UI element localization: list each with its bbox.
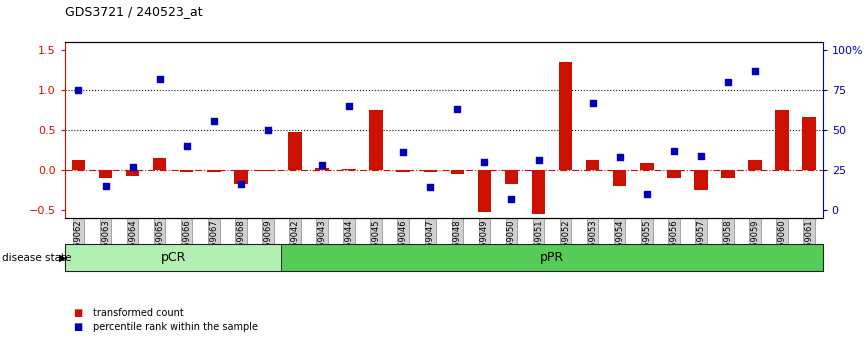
Text: transformed count: transformed count xyxy=(93,308,184,318)
Bar xyxy=(315,169,329,170)
Bar xyxy=(613,170,626,186)
Bar xyxy=(586,160,599,170)
Text: pPR: pPR xyxy=(540,251,564,264)
Point xyxy=(126,164,139,170)
Bar xyxy=(281,244,823,271)
Text: pCR: pCR xyxy=(160,251,186,264)
Point xyxy=(748,68,762,74)
Bar xyxy=(342,169,356,170)
Bar xyxy=(370,110,383,170)
Bar xyxy=(803,116,816,170)
Point xyxy=(450,107,464,112)
Point xyxy=(207,118,221,124)
Point xyxy=(585,100,599,106)
Bar xyxy=(207,170,221,172)
Point xyxy=(721,80,735,85)
Bar xyxy=(748,160,762,170)
Text: ■: ■ xyxy=(74,322,83,332)
Bar xyxy=(775,110,789,170)
Bar xyxy=(180,170,193,172)
Text: ▶: ▶ xyxy=(59,253,67,263)
Point xyxy=(288,32,302,38)
Bar xyxy=(126,170,139,176)
Point xyxy=(667,148,681,154)
Bar xyxy=(721,170,734,178)
Bar xyxy=(695,170,708,190)
Bar xyxy=(423,170,437,172)
Point xyxy=(694,153,708,159)
Bar xyxy=(532,170,546,214)
Bar xyxy=(153,158,166,170)
Bar xyxy=(99,170,113,178)
Bar xyxy=(234,170,248,184)
Bar xyxy=(65,244,823,271)
Bar xyxy=(72,160,85,170)
Bar xyxy=(397,170,410,172)
Point xyxy=(315,162,329,168)
Point xyxy=(72,87,86,93)
Point xyxy=(613,154,627,160)
Bar xyxy=(478,170,491,212)
Point xyxy=(397,150,410,155)
Point xyxy=(369,0,383,6)
Point xyxy=(640,191,654,197)
Point xyxy=(342,103,356,109)
Point xyxy=(423,185,437,190)
Text: disease state: disease state xyxy=(2,253,71,263)
Bar xyxy=(559,62,572,170)
Point xyxy=(477,159,491,165)
Text: ■: ■ xyxy=(74,308,83,318)
Bar xyxy=(288,132,301,170)
Point xyxy=(505,196,519,201)
Bar xyxy=(262,170,275,171)
Bar xyxy=(450,170,464,174)
Bar xyxy=(505,170,518,184)
Bar xyxy=(667,170,681,178)
Point xyxy=(180,143,194,149)
Text: percentile rank within the sample: percentile rank within the sample xyxy=(93,322,258,332)
Bar xyxy=(640,163,654,170)
Point xyxy=(152,76,166,82)
Bar xyxy=(65,244,281,271)
Point xyxy=(261,127,275,133)
Point xyxy=(99,183,113,189)
Text: GDS3721 / 240523_at: GDS3721 / 240523_at xyxy=(65,5,203,18)
Point xyxy=(234,181,248,187)
Point xyxy=(532,158,546,163)
